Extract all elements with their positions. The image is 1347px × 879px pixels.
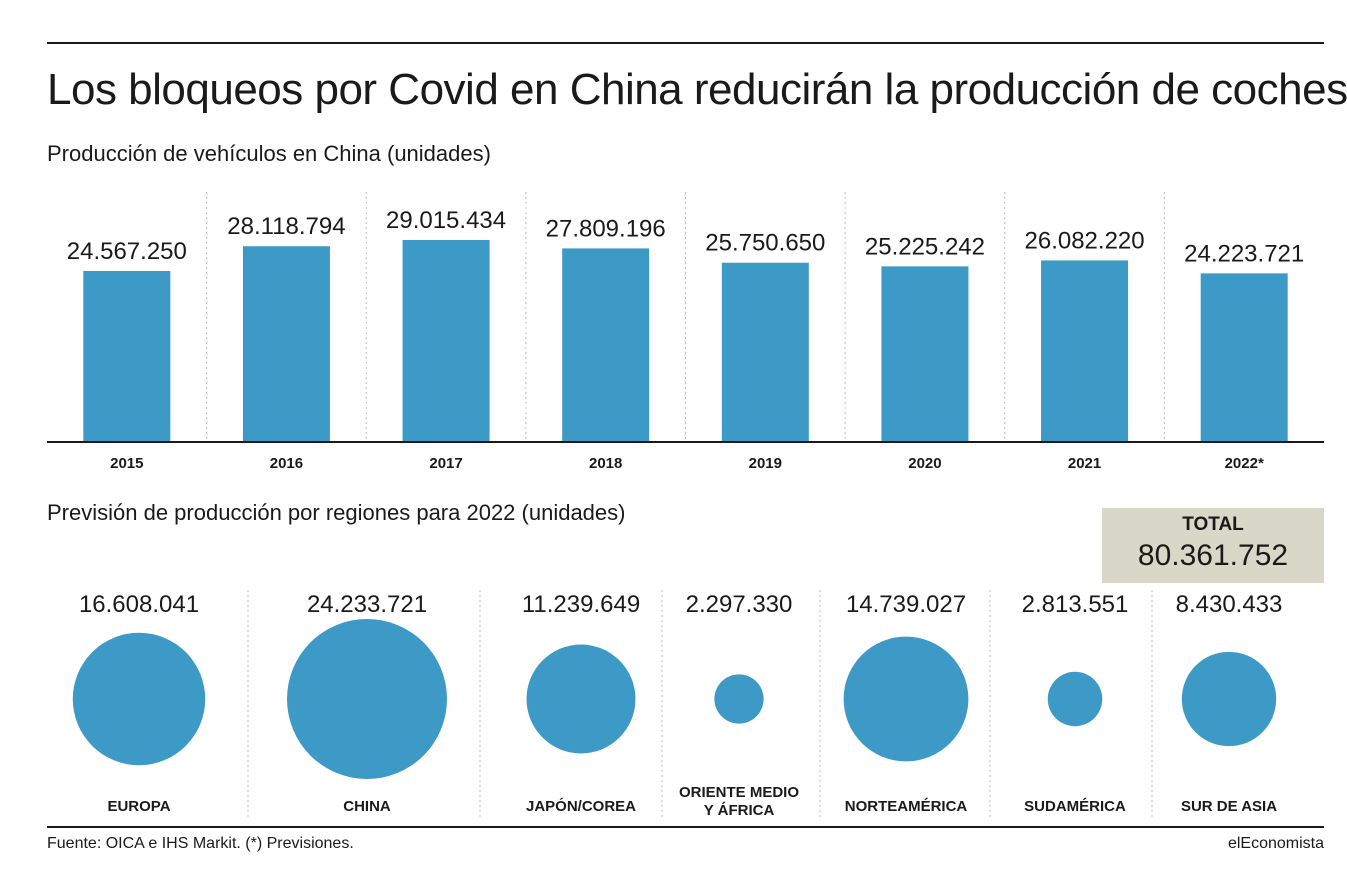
total-value: 80.361.752 xyxy=(1137,539,1289,572)
bar xyxy=(1200,273,1288,442)
region-label: NORTEAMÉRICA xyxy=(845,798,968,815)
region-value-label: 2.297.330 xyxy=(686,591,793,618)
bar xyxy=(721,262,809,442)
region-label-line: Y ÁFRICA xyxy=(704,802,775,819)
bar xyxy=(881,266,969,442)
region-bubble xyxy=(287,619,447,779)
region-value-label: 11.239.649 xyxy=(522,591,640,618)
bar-value-label: 24.223.721 xyxy=(1184,240,1304,267)
bar-value-label: 24.567.250 xyxy=(67,238,187,265)
bar xyxy=(562,248,650,442)
region-value-label: 24.233.721 xyxy=(307,591,427,618)
bar xyxy=(402,240,490,442)
region-bubble xyxy=(526,644,636,754)
region-value-label: 8.430.433 xyxy=(1176,591,1283,618)
bar xyxy=(1041,260,1129,442)
x-tick-label: 2019 xyxy=(749,455,782,472)
x-tick-label: 2021 xyxy=(1068,455,1101,472)
brand-logo-text: elEconomista xyxy=(1227,835,1324,852)
bar-value-label: 29.015.434 xyxy=(386,207,506,234)
bar-value-label: 25.750.650 xyxy=(705,230,825,257)
region-label: CHINA xyxy=(343,798,391,815)
footer-rule xyxy=(47,826,1324,828)
x-tick-label: 2015 xyxy=(110,455,143,472)
region-value-label: 14.739.027 xyxy=(846,591,966,618)
total-label: TOTAL xyxy=(1182,514,1244,535)
source-note: Fuente: OICA e IHS Markit. (*) Prevision… xyxy=(47,835,354,852)
bubble-chart-title: Previsión de producción por regiones par… xyxy=(47,500,626,525)
region-bubble xyxy=(72,632,206,766)
x-tick-label: 2016 xyxy=(270,455,303,472)
bar-value-label: 28.118.794 xyxy=(227,213,345,240)
bar-value-label: 25.225.242 xyxy=(865,233,985,260)
x-tick-label: 2022* xyxy=(1225,455,1264,472)
top-rule xyxy=(47,42,1324,44)
x-tick-label: 2018 xyxy=(589,455,622,472)
bar-chart-title: Producción de vehículos en China (unidad… xyxy=(47,141,491,166)
bar xyxy=(242,246,330,442)
region-label: JAPÓN/COREA xyxy=(526,797,636,815)
region-bubble xyxy=(1181,651,1277,747)
page-title: Los bloqueos por Covid en China reducirá… xyxy=(47,65,1347,114)
region-label: SUR DE ASIA xyxy=(1181,798,1277,815)
region-bubble xyxy=(843,636,969,762)
bar-value-label: 27.809.196 xyxy=(546,215,666,242)
region-label: EUROPA xyxy=(107,798,170,815)
region-bubble xyxy=(1047,671,1103,727)
bar xyxy=(83,270,171,442)
region-label-line: ORIENTE MEDIO xyxy=(679,784,799,801)
x-tick-label: 2020 xyxy=(908,455,941,472)
total-box: TOTAL 80.361.752 xyxy=(1102,508,1324,583)
bar-value-label: 26.082.220 xyxy=(1025,227,1145,254)
region-value-label: 2.813.551 xyxy=(1022,591,1129,618)
region-value-label: 16.608.041 xyxy=(79,591,199,618)
region-label: SUDAMÉRICA xyxy=(1024,798,1126,815)
x-tick-label: 2017 xyxy=(429,455,462,472)
region-bubble xyxy=(714,674,764,724)
